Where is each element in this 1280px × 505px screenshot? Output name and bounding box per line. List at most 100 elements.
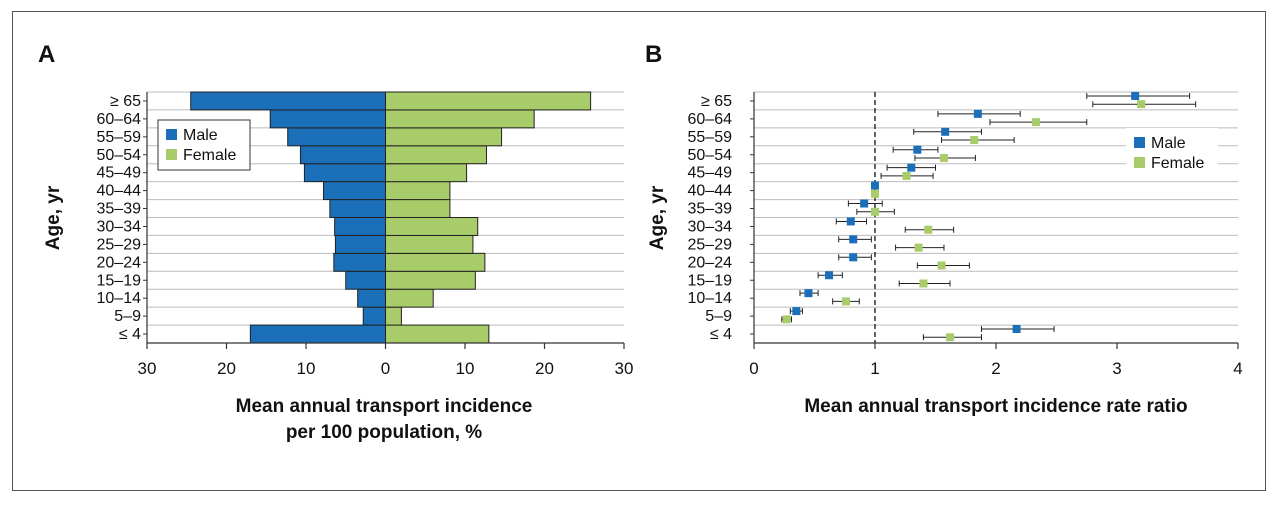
point-male (907, 163, 916, 172)
legend-label-female: Female (1151, 155, 1204, 172)
bar-male (322, 181, 386, 201)
point-female (939, 153, 948, 162)
category-label: 50–54 (97, 147, 142, 164)
x-tick-label: 2 (991, 359, 1000, 378)
category-label: 45–49 (688, 165, 733, 182)
category-label: 45–49 (97, 165, 142, 182)
point-female (902, 171, 911, 180)
panel-a-plot: ≤ 45–910–1415–1920–2425–2930–3435–3940–4… (97, 91, 633, 378)
category-label: 50–54 (688, 147, 733, 164)
bar-male (334, 234, 387, 254)
point-female (919, 279, 928, 288)
point-male (825, 271, 834, 280)
bar-female (385, 163, 468, 183)
category-label: 25–29 (97, 236, 142, 253)
point-female (924, 225, 933, 234)
point-male (1012, 325, 1021, 334)
category-label: 10–14 (97, 290, 142, 307)
bar-female (385, 324, 490, 344)
bar-female (385, 288, 434, 308)
category-label: 60–64 (97, 111, 142, 128)
panel-a-xlabel-line1: Mean annual transport incidence (236, 396, 533, 417)
bar-female (385, 127, 503, 147)
point-female (1031, 118, 1040, 127)
x-tick-label: 10 (456, 359, 475, 378)
category-label: 55–59 (688, 129, 733, 146)
category-label: 15–19 (688, 272, 733, 289)
bar-female (385, 234, 474, 254)
bar-male (299, 145, 386, 165)
bar-female (385, 270, 476, 290)
point-female (914, 243, 923, 252)
point-male (849, 235, 858, 244)
panel-b-ylabel: Age, yr (647, 185, 668, 250)
category-label: 10–14 (688, 290, 733, 307)
point-male (792, 307, 801, 316)
category-label: 40–44 (97, 183, 142, 200)
legend-label-female: Female (183, 147, 236, 164)
category-label: 20–24 (97, 254, 142, 271)
category-label: 5–9 (114, 308, 141, 325)
legend-swatch-female (166, 149, 177, 160)
legend-box (1126, 128, 1218, 178)
category-label: ≤ 4 (119, 326, 141, 343)
x-tick-label: 0 (381, 359, 390, 378)
bar-female (385, 306, 402, 326)
point-male (860, 199, 869, 208)
point-male (941, 127, 950, 136)
category-label: 15–19 (97, 272, 142, 289)
point-male (871, 181, 879, 190)
legend-label-male: Male (183, 127, 218, 144)
bar-male (303, 163, 386, 183)
legend-label-male: Male (1151, 135, 1186, 152)
category-label: ≥ 65 (110, 93, 141, 110)
category-label: 35–39 (688, 201, 733, 218)
x-tick-label: 30 (138, 359, 157, 378)
bar-male (333, 252, 387, 272)
bar-female (385, 252, 486, 272)
point-female (946, 333, 955, 342)
category-label: 25–29 (688, 236, 733, 253)
bar-male (329, 199, 387, 218)
panel-a-letter: A (38, 41, 55, 68)
bar-female (385, 217, 479, 236)
point-male (973, 109, 982, 118)
panel-a-ylabel: Age, yr (43, 185, 64, 250)
category-label: ≤ 4 (710, 326, 732, 343)
x-tick-label: 20 (217, 359, 236, 378)
legend-swatch-male (1134, 137, 1145, 148)
category-label: 20–24 (688, 254, 733, 271)
point-female (871, 189, 879, 198)
bar-female (385, 199, 451, 218)
category-label: 30–34 (688, 218, 733, 235)
bar-male (357, 288, 386, 308)
bar-male (345, 270, 386, 290)
point-male (913, 145, 922, 154)
panel-b-xlabel: Mean annual transport incidence rate rat… (804, 396, 1187, 417)
point-female (970, 136, 979, 145)
bar-male (287, 127, 386, 147)
figure-frame (12, 11, 1266, 491)
category-label: 5–9 (705, 308, 732, 325)
x-tick-label: 10 (297, 359, 316, 378)
legend-swatch-female (1134, 157, 1145, 168)
category-label: 55–59 (97, 129, 142, 146)
bar-male (190, 91, 386, 111)
point-female (871, 207, 879, 216)
bar-male (334, 217, 386, 236)
x-tick-label: 3 (1112, 359, 1121, 378)
x-tick-label: 0 (749, 359, 758, 378)
bar-female (385, 145, 487, 165)
bar-female (385, 109, 535, 129)
legend-swatch-male (166, 129, 177, 140)
panel-a-xlabel-line2: per 100 population, % (286, 422, 482, 443)
point-male (846, 217, 855, 226)
bar-male (362, 306, 386, 326)
bar-female (385, 91, 592, 111)
x-tick-label: 1 (870, 359, 879, 378)
point-male (1131, 91, 1140, 100)
panel-b-plot: ≤ 45–910–1415–1920–2425–2930–3435–3940–4… (688, 91, 1243, 378)
point-female (937, 261, 946, 270)
x-tick-label: 20 (535, 359, 554, 378)
point-female (1137, 100, 1146, 109)
